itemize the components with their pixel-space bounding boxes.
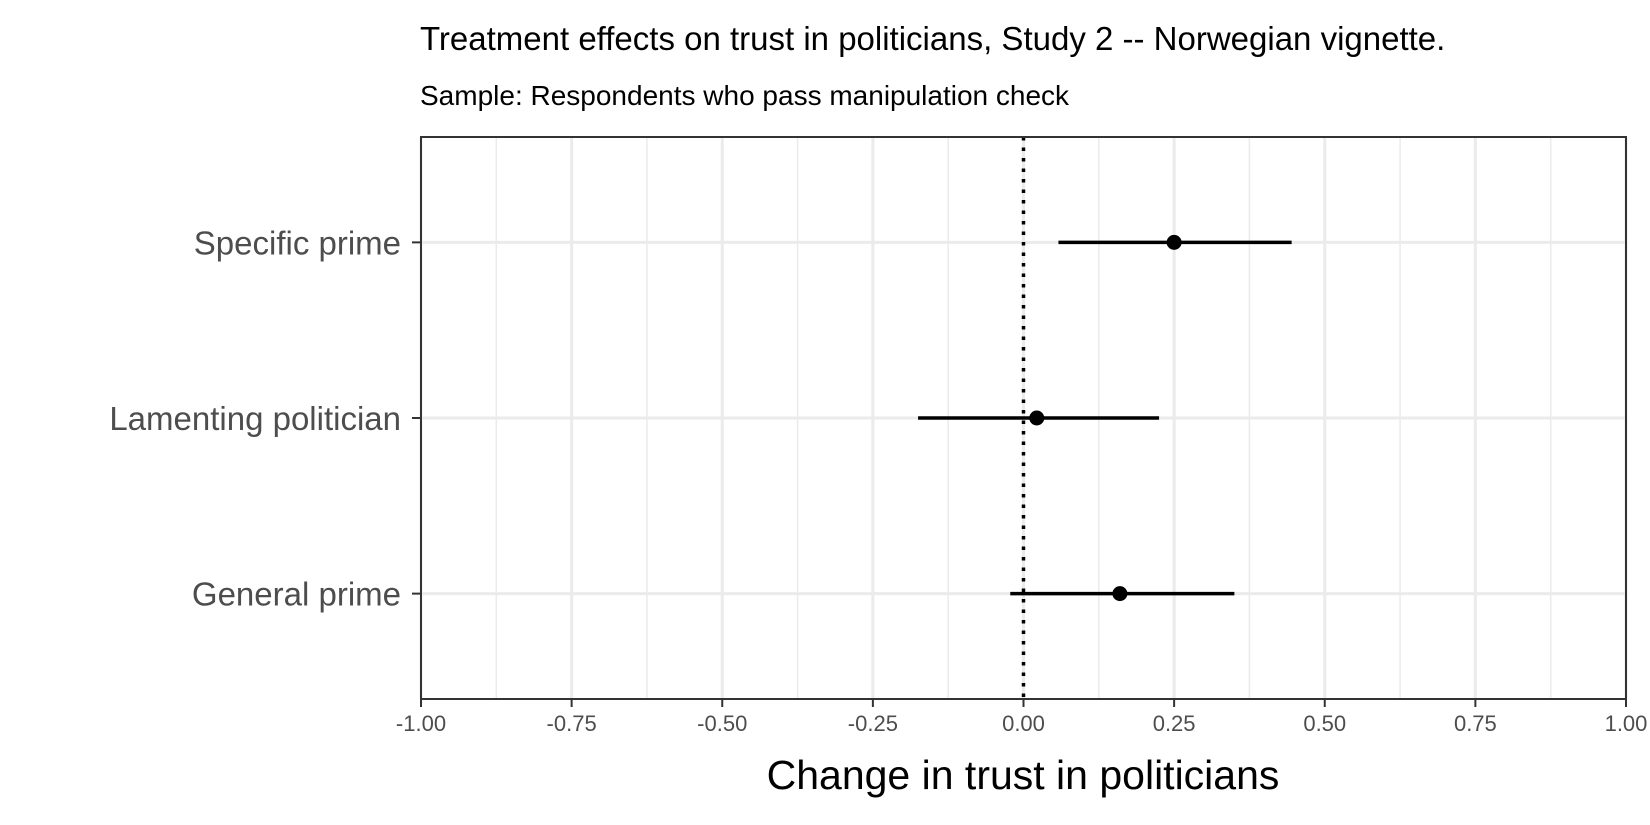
data-layer: [918, 137, 1292, 699]
point-estimate: [1029, 410, 1045, 426]
y-tick-label: Specific prime: [194, 224, 401, 261]
x-tick-label: -0.50: [697, 711, 747, 736]
x-tick-label: -0.25: [848, 711, 898, 736]
x-tick-label: 0.75: [1454, 711, 1497, 736]
x-tick-label: -1.00: [396, 711, 446, 736]
chart-title: Treatment effects on trust in politician…: [420, 20, 1446, 57]
point-estimate: [1112, 586, 1128, 602]
x-tick-label: 0.50: [1303, 711, 1346, 736]
x-tick-label: -0.75: [547, 711, 597, 736]
point-estimate: [1166, 234, 1182, 250]
chart-subtitle: Sample: Respondents who pass manipulatio…: [420, 80, 1070, 111]
x-tick-label: 0.25: [1153, 711, 1196, 736]
x-tick-label: 0.00: [1002, 711, 1045, 736]
y-tick-label: Lamenting politician: [109, 400, 401, 437]
y-tick-label: General prime: [192, 576, 401, 613]
x-tick-label: 1.00: [1605, 711, 1648, 736]
axis-layer: -1.00 -0.75 -0.50 -0.25 0.00 0.25 0.50 0.75 1.00…: [109, 136, 1648, 736]
x-axis-title: Change in trust in politicians: [766, 752, 1280, 798]
